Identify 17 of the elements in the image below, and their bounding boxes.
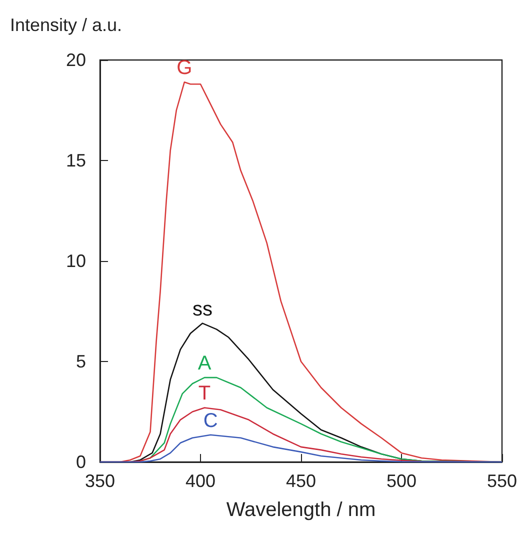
y-tick-label: 0 bbox=[76, 452, 86, 472]
series-label: C bbox=[203, 410, 218, 432]
series-label: A bbox=[198, 352, 212, 375]
series-label: ss bbox=[192, 298, 213, 320]
series-label: T bbox=[198, 382, 211, 405]
y-axis-title: Intensity / a.u. bbox=[10, 15, 122, 35]
x-tick-label: 450 bbox=[286, 471, 316, 491]
x-tick-label: 350 bbox=[84, 471, 116, 491]
series-label: G bbox=[176, 57, 192, 80]
y-tick-label: 15 bbox=[66, 150, 86, 170]
x-tick-label: 400 bbox=[185, 471, 216, 491]
y-tick-label: 20 bbox=[66, 50, 86, 70]
x-tick-label: 500 bbox=[386, 471, 417, 491]
x-tick-label: 550 bbox=[486, 471, 518, 491]
y-tick-label: 5 bbox=[76, 352, 86, 372]
y-tick-label: 10 bbox=[66, 251, 86, 271]
x-axis-title: Wavelength / nm bbox=[226, 499, 376, 521]
